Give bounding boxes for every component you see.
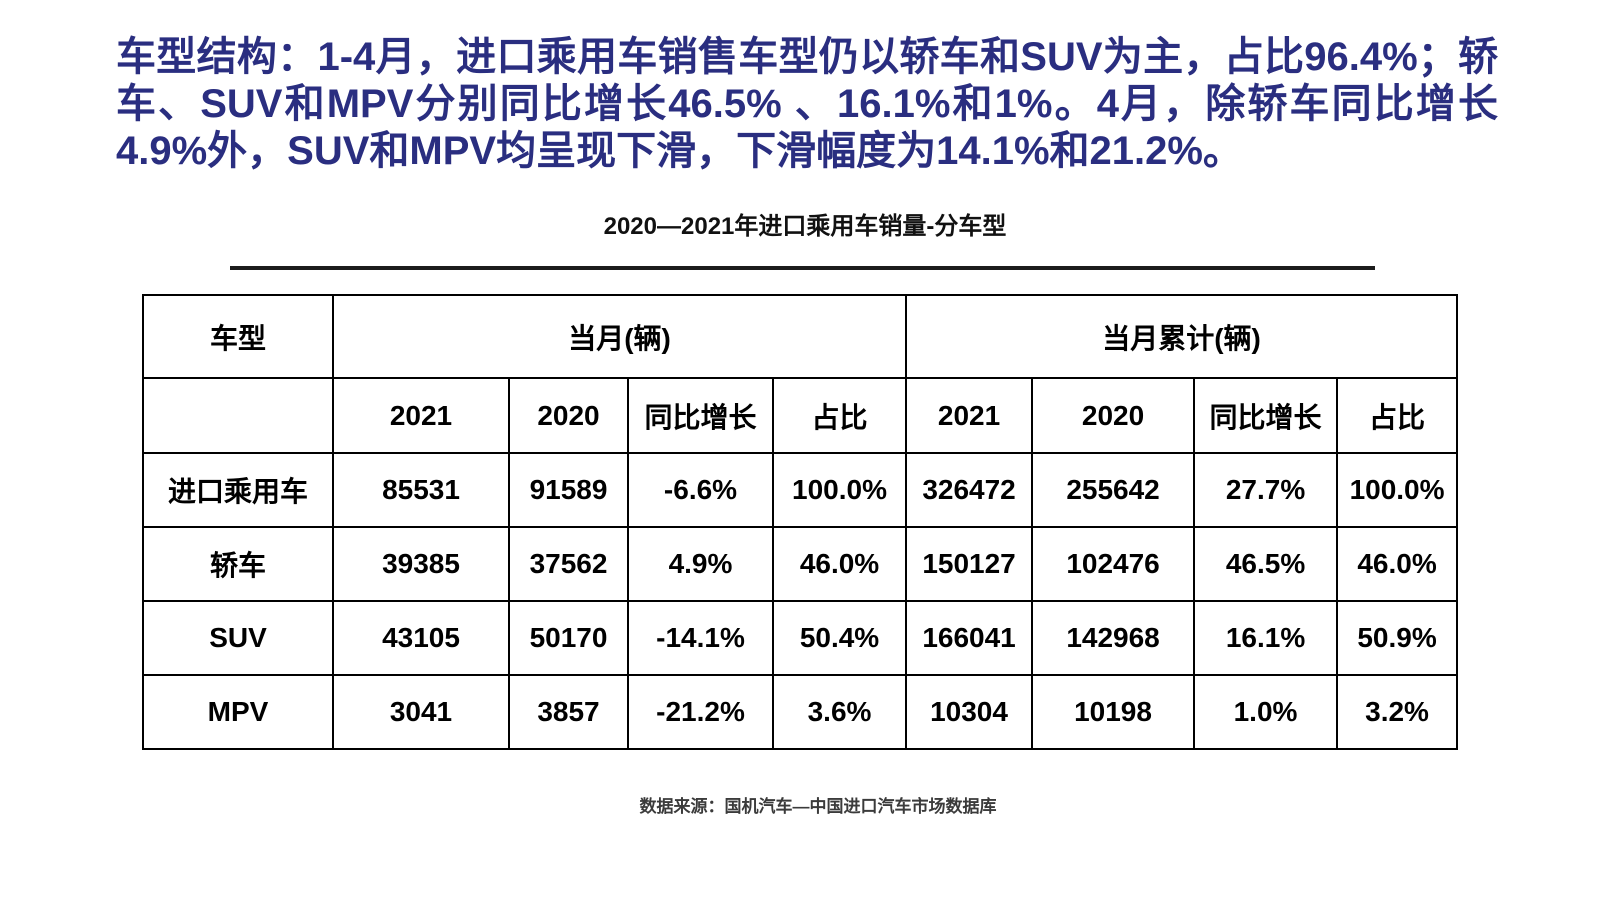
subheader-cum-yoy: 同比增长	[1193, 377, 1339, 454]
data-cell: 3.2%	[1336, 674, 1459, 750]
data-cell: 50.4%	[771, 600, 908, 676]
subheader-month-2021: 2021	[332, 377, 510, 454]
data-cell: 150127	[905, 526, 1034, 602]
row-label: SUV	[142, 600, 334, 676]
subheader-cum-2021: 2021	[905, 377, 1034, 454]
data-cell: 4.9%	[627, 526, 774, 602]
table-row: MPV 3041 3857 -21.2% 3.6% 10304 10198 1.…	[142, 674, 1459, 750]
data-cell: 27.7%	[1193, 452, 1339, 528]
subheader-month-share: 占比	[771, 377, 908, 454]
sales-table: 车型 当月(辆) 当月累计(辆) 2021 2020 同比增长 占比 2021 …	[142, 294, 1459, 750]
data-cell: 1.0%	[1193, 674, 1339, 750]
data-cell: 326472	[905, 452, 1034, 528]
header-vehicle-type: 车型	[142, 294, 334, 379]
row-label: 轿车	[142, 526, 334, 602]
data-cell: 3041	[332, 674, 510, 750]
data-cell: 16.1%	[1193, 600, 1339, 676]
title-underline-rule	[230, 266, 1375, 270]
data-cell: -14.1%	[627, 600, 774, 676]
data-cell: -21.2%	[627, 674, 774, 750]
header-empty-cell	[142, 377, 334, 454]
data-cell: 43105	[332, 600, 510, 676]
table-header-group-row: 车型 当月(辆) 当月累计(辆)	[142, 294, 1459, 379]
data-cell: 46.0%	[771, 526, 908, 602]
header-group-monthly: 当月(辆)	[331, 294, 908, 379]
table-row: 进口乘用车 85531 91589 -6.6% 100.0% 326472 25…	[142, 452, 1459, 528]
data-source-note: 数据来源：国机汽车—中国进口汽车市场数据库	[639, 797, 997, 816]
data-cell: 85531	[332, 452, 510, 528]
data-cell: 142968	[1031, 600, 1196, 676]
data-cell: 3.6%	[771, 674, 908, 750]
table-header-sub-row: 2021 2020 同比增长 占比 2021 2020 同比增长 占比	[142, 377, 1459, 454]
data-cell: 46.5%	[1193, 526, 1339, 602]
subheader-cum-2020: 2020	[1031, 377, 1196, 454]
data-cell: 10198	[1031, 674, 1196, 750]
data-cell: 166041	[905, 600, 1034, 676]
row-label: 进口乘用车	[142, 452, 334, 528]
headline-text: 车型结构：1-4月，进口乘用车销售车型仍以轿车和SUV为主，占比96.4%；轿车…	[116, 35, 1498, 173]
data-cell: -6.6%	[627, 452, 774, 528]
table-title: 2020—2021年进口乘用车销量-分车型	[603, 213, 1007, 240]
data-cell: 50170	[508, 600, 629, 676]
data-cell: 100.0%	[1336, 452, 1459, 528]
data-cell: 3857	[508, 674, 629, 750]
data-cell: 255642	[1031, 452, 1196, 528]
subheader-month-2020: 2020	[508, 377, 629, 454]
data-cell: 91589	[508, 452, 629, 528]
subheader-month-yoy: 同比增长	[627, 377, 774, 454]
data-cell: 50.9%	[1336, 600, 1459, 676]
data-cell: 100.0%	[771, 452, 908, 528]
data-cell: 39385	[332, 526, 510, 602]
table-row: 轿车 39385 37562 4.9% 46.0% 150127 102476 …	[142, 526, 1459, 602]
data-cell: 37562	[508, 526, 629, 602]
header-group-cumulative: 当月累计(辆)	[905, 294, 1459, 379]
table-row: SUV 43105 50170 -14.1% 50.4% 166041 1429…	[142, 600, 1459, 676]
data-cell: 10304	[905, 674, 1034, 750]
data-cell: 102476	[1031, 526, 1196, 602]
data-cell: 46.0%	[1336, 526, 1459, 602]
subheader-cum-share: 占比	[1336, 377, 1459, 454]
row-label: MPV	[142, 674, 334, 750]
